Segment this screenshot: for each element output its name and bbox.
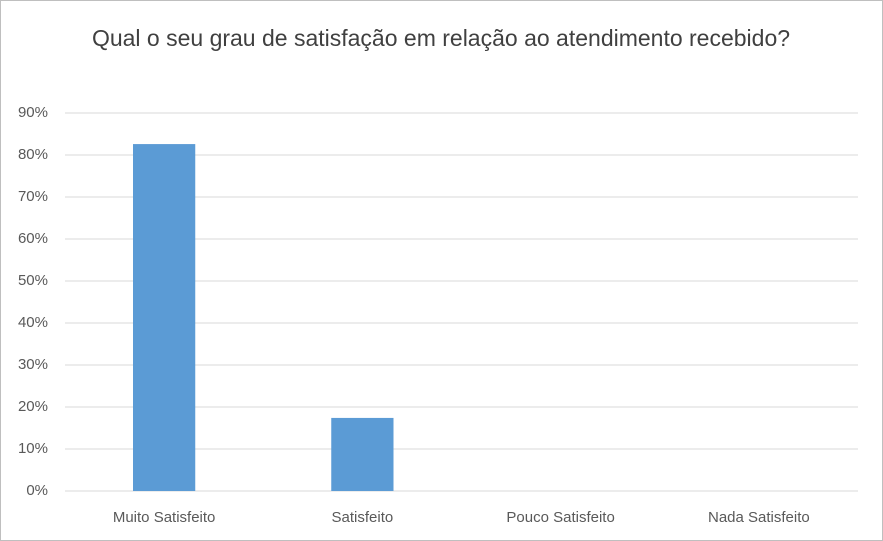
y-tick-label: 50% (18, 272, 48, 289)
y-tick-label: 10% (18, 440, 48, 457)
x-tick-label: Muito Satisfeito (113, 509, 216, 526)
y-tick-label: 90% (18, 104, 48, 121)
bar (331, 417, 394, 491)
chart-title: Qual o seu grau de satisfação em relação… (91, 25, 791, 51)
x-tick-label: Pouco Satisfeito (506, 509, 614, 526)
y-tick-label: 70% (18, 188, 48, 205)
x-tick-label: Nada Satisfeito (708, 509, 810, 526)
y-tick-label: 60% (18, 230, 48, 247)
y-tick-label: 40% (18, 314, 48, 331)
bar (132, 144, 196, 491)
y-tick-label: 80% (18, 146, 48, 163)
y-tick-label: 0% (26, 482, 48, 499)
y-tick-label: 30% (18, 356, 48, 373)
x-tick-label: Satisfeito (332, 509, 394, 526)
y-tick-label: 20% (18, 398, 48, 415)
